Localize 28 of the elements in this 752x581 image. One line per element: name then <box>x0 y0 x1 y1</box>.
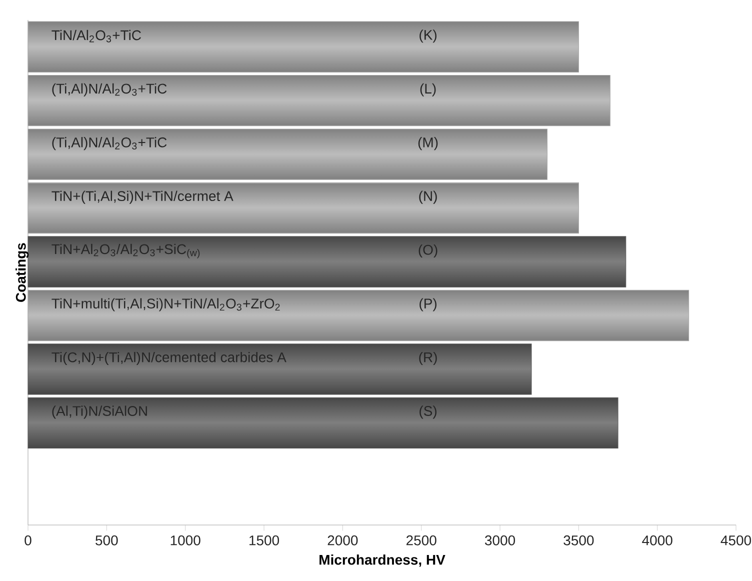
annotation: (M) <box>418 137 438 150</box>
x-tick-label: 500 <box>96 535 118 546</box>
y-tick-label: Ti(C,N)+(Ti,Al)N/cemented carbides A <box>52 352 286 365</box>
y-tick-label: TiN/Al$_{2}$O$_{3}$+TiC <box>52 30 141 42</box>
x-tick-label: 2500 <box>406 535 436 546</box>
x-tick-label: 0 <box>24 535 32 546</box>
y-tick-label: TiN+(Ti,Al,Si)N+TiN/cermet A <box>52 190 234 204</box>
annotation: (N) <box>419 190 437 204</box>
x-tick-label: 4500 <box>720 535 752 546</box>
annotation: (P) <box>420 298 436 312</box>
x-tick-label: 1000 <box>170 535 200 546</box>
y-tick-label: TiN+multi(Ti,Al,Si)N+TiN/Al$_{2}$O$_{3}$+ZrO$_{2}$ <box>52 298 280 312</box>
annotation: (S) <box>420 406 436 419</box>
x-tick-label: 1500 <box>249 535 280 546</box>
y-tick-label: (Ti,Al)N/Al$_{2}$O$_{3}$+TiC <box>52 83 167 96</box>
x-axis-title: Microhardness, HV <box>320 554 446 567</box>
annotation: (K) <box>420 30 436 43</box>
x-tick-label: 2000 <box>328 535 358 546</box>
x-tick-label: 4000 <box>642 535 672 546</box>
y-axis-title: Coatings <box>16 243 29 302</box>
x-tick-label: 3500 <box>564 535 594 546</box>
annotation: (R) <box>419 352 437 365</box>
y-tick-label: (Ti,Al)N/Al$_{2}$O$_{3}$+TiC <box>52 137 167 150</box>
annotation: (O) <box>418 244 438 258</box>
x-tick-label: 3000 <box>484 535 516 546</box>
annotation: (L) <box>420 83 436 96</box>
category-label: TiN+Al$_{2}$O$_{3}$/Al$_{2}$O$_{3}$+SiC$_{(w)}$ <box>52 244 200 258</box>
y-tick-label: (Al,Ti)N/SiAlON <box>52 406 147 419</box>
